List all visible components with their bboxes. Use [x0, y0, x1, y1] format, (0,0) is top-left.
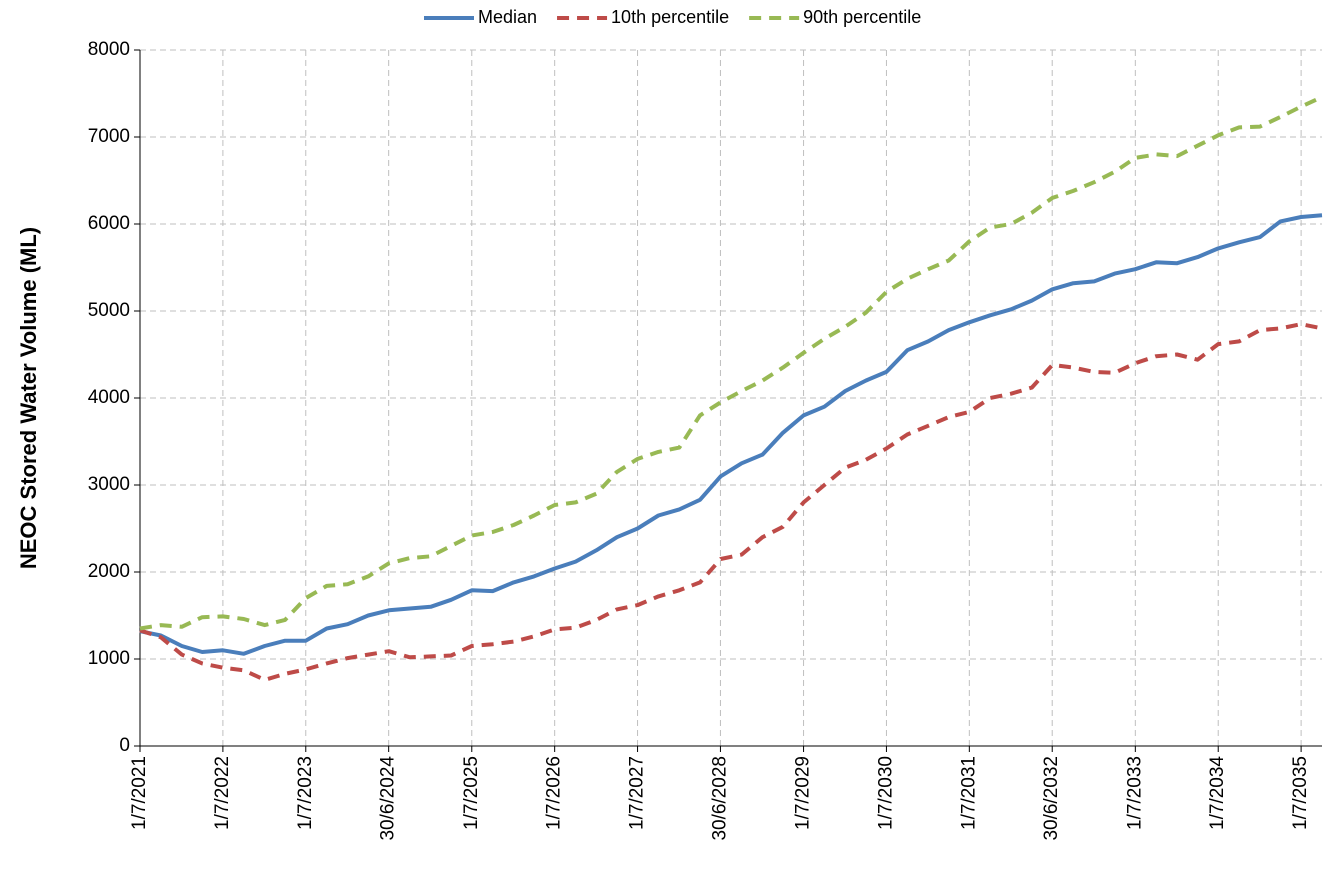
y-tick-label: 2000 — [88, 561, 130, 582]
x-tick-label: 1/7/2026 — [544, 756, 565, 830]
x-tick-label: 1/7/2023 — [295, 756, 316, 830]
y-axis-label: NEOC Stored Water Volume (ML) — [16, 227, 41, 569]
legend-label: 90th percentile — [803, 7, 921, 27]
y-tick-label: 4000 — [88, 387, 130, 408]
x-tick-label: 30/6/2032 — [1041, 756, 1062, 841]
legend-label: Median — [478, 7, 537, 27]
x-tick-label: 1/7/2035 — [1290, 756, 1311, 830]
y-tick-label: 7000 — [88, 126, 130, 147]
x-tick-label: 1/7/2022 — [212, 756, 233, 830]
line-series — [139, 95, 1323, 631]
y-tick-label: 0 — [119, 735, 130, 756]
line-series — [139, 213, 1323, 656]
x-tick-label: 1/7/2029 — [793, 756, 814, 830]
y-tick-label: 8000 — [88, 39, 130, 60]
legend-label: 10th percentile — [611, 7, 729, 27]
y-tick-label: 5000 — [88, 300, 130, 321]
y-tick-label: 1000 — [88, 648, 130, 669]
x-tick-label: 1/7/2025 — [461, 756, 482, 830]
x-tick-label: 30/6/2028 — [709, 756, 730, 841]
x-tick-label: 1/7/2033 — [1124, 756, 1145, 830]
x-tick-label: 1/7/2027 — [627, 756, 648, 830]
y-tick-label: 3000 — [88, 474, 130, 495]
x-tick-label: 1/7/2030 — [875, 756, 896, 830]
x-tick-label: 30/6/2024 — [378, 756, 399, 841]
y-tick-label: 6000 — [88, 213, 130, 234]
x-tick-label: 1/7/2034 — [1207, 756, 1228, 830]
x-tick-label: 1/7/2021 — [129, 756, 150, 830]
x-tick-label: 1/7/2031 — [958, 756, 979, 830]
legend: Median 10th percentile 90th percentile — [424, 7, 921, 27]
line-series — [139, 322, 1323, 682]
